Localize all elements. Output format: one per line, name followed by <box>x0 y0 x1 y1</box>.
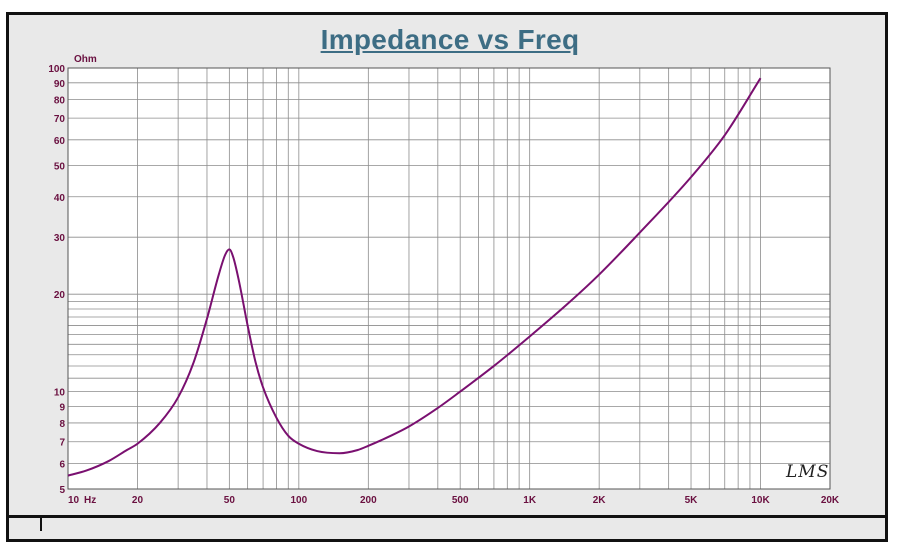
y-axis-unit-label: Ohm <box>74 54 97 65</box>
bottom-divider <box>6 515 888 518</box>
x-tick-label: 500 <box>452 495 469 506</box>
y-tick-label: 20 <box>54 290 66 301</box>
x-tick-label: 200 <box>360 495 377 506</box>
plot-area <box>68 68 830 489</box>
x-tick-label: 10K <box>751 495 770 506</box>
x-tick-label: 1K <box>523 495 537 506</box>
y-tick-label: 80 <box>54 95 66 106</box>
y-tick-label: 9 <box>59 402 65 413</box>
bottom-divider-tick <box>40 518 42 531</box>
plot-border <box>67 67 831 490</box>
y-tick-label: 50 <box>54 161 66 172</box>
y-tick-label: 30 <box>54 233 66 244</box>
impedance-series-line <box>67 77 762 477</box>
x-tick-label: 10 <box>68 495 80 506</box>
lms-logo: LMS <box>786 462 830 482</box>
chart-title: Impedance vs Freq <box>320 24 580 55</box>
x-tick-label: 20 <box>132 495 144 506</box>
x-axis-ticks: 10 20 50 100 200 500 1K 2K 5K 10K 20K <box>68 495 840 506</box>
x-tick-label: 20K <box>821 495 840 506</box>
x-tick-label: 5K <box>685 495 699 506</box>
y-tick-label: 6 <box>59 459 65 470</box>
x-tick-label: 100 <box>290 495 307 506</box>
y-tick-label: 10 <box>54 388 66 399</box>
y-tick-label: 90 <box>54 79 66 90</box>
y-tick-label: 40 <box>54 193 66 204</box>
y-tick-label: 8 <box>59 419 65 430</box>
y-tick-label: 100 <box>48 64 65 75</box>
x-tick-label: 50 <box>224 495 236 506</box>
x-tick-label: 2K <box>593 495 607 506</box>
y-tick-label: 5 <box>59 485 65 496</box>
x-axis-unit-label: Hz <box>84 495 96 506</box>
y-tick-label: 60 <box>54 136 66 147</box>
y-tick-label: 7 <box>59 438 65 449</box>
y-axis-ticks: 5 6 7 8 9 10 20 30 40 50 60 70 80 90 100 <box>48 64 65 496</box>
impedance-chart: 5 6 7 8 9 10 20 30 40 50 60 70 80 90 100 10 20 50 100 200 5… <box>48 54 840 506</box>
y-tick-label: 70 <box>54 114 66 125</box>
